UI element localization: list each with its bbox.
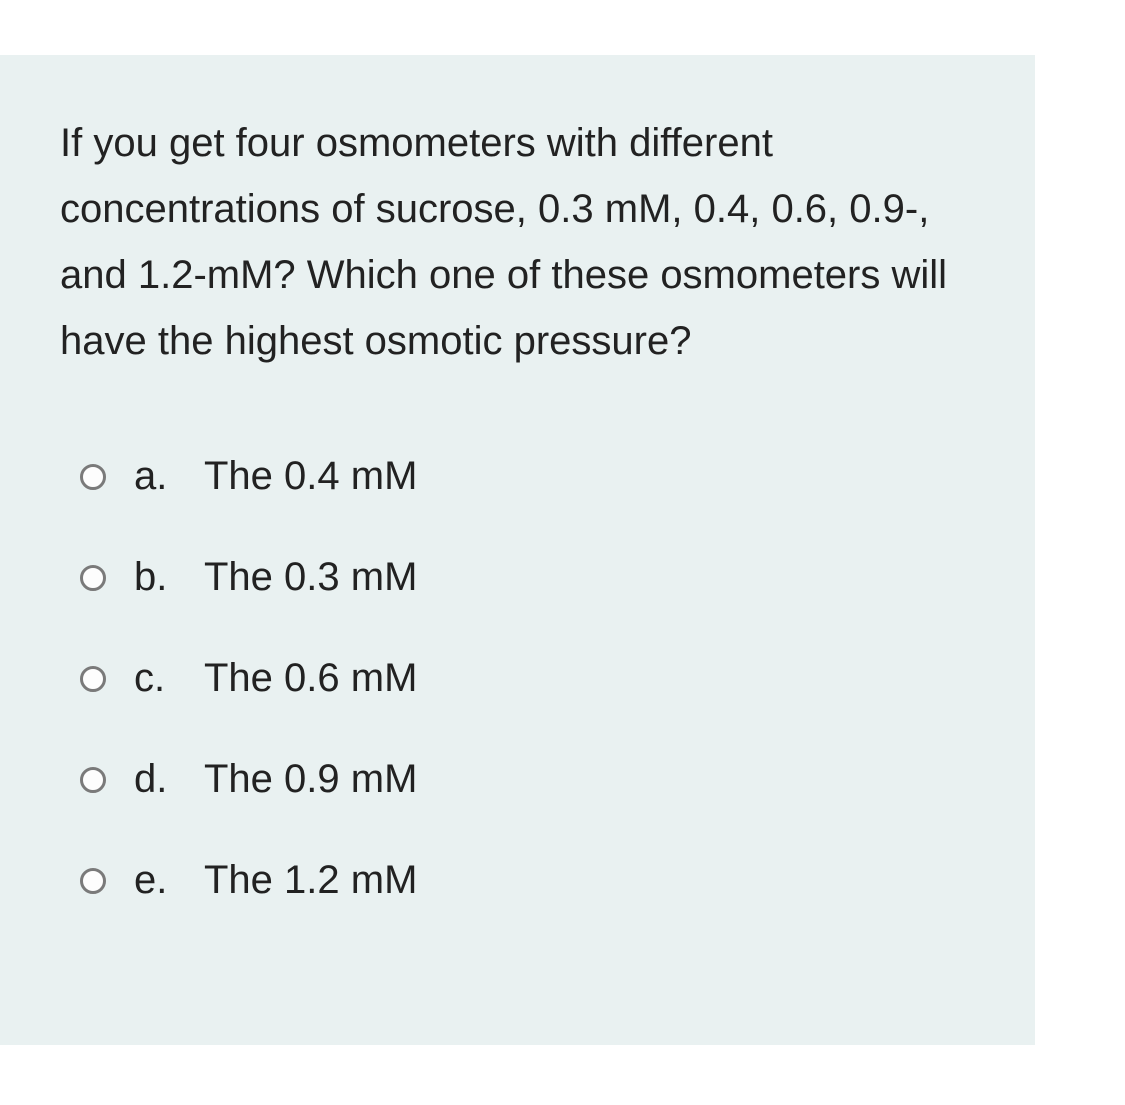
option-text: The 0.9 mM — [204, 757, 417, 802]
option-letter: d. — [134, 757, 204, 802]
radio-icon[interactable] — [80, 767, 106, 793]
question-card: If you get four osmometers with differen… — [0, 55, 1035, 1045]
radio-icon[interactable] — [80, 666, 106, 692]
options-list: a. The 0.4 mM b. The 0.3 mM c. The 0.6 m… — [60, 454, 975, 903]
option-text: The 1.2 mM — [204, 858, 417, 903]
option-letter: e. — [134, 858, 204, 903]
option-letter: b. — [134, 555, 204, 600]
radio-icon[interactable] — [80, 464, 106, 490]
option-letter: a. — [134, 454, 204, 499]
option-d[interactable]: d. The 0.9 mM — [80, 757, 975, 802]
option-a[interactable]: a. The 0.4 mM — [80, 454, 975, 499]
radio-icon[interactable] — [80, 565, 106, 591]
option-b[interactable]: b. The 0.3 mM — [80, 555, 975, 600]
option-text: The 0.4 mM — [204, 454, 417, 499]
option-text: The 0.6 mM — [204, 656, 417, 701]
radio-icon[interactable] — [80, 868, 106, 894]
option-text: The 0.3 mM — [204, 555, 417, 600]
option-c[interactable]: c. The 0.6 mM — [80, 656, 975, 701]
question-text: If you get four osmometers with differen… — [60, 110, 975, 374]
option-letter: c. — [134, 656, 204, 701]
option-e[interactable]: e. The 1.2 mM — [80, 858, 975, 903]
